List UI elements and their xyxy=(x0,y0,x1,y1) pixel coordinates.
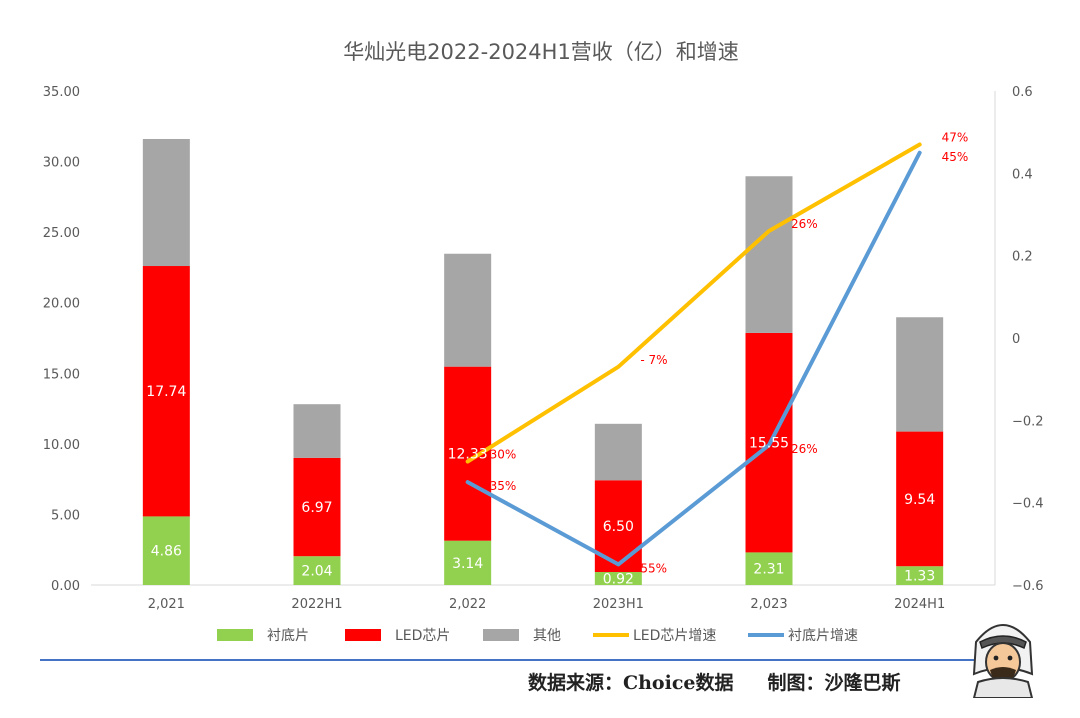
y-tick-label: 15.00 xyxy=(43,367,80,382)
bar-segment xyxy=(293,457,341,557)
x-tick-label: 2023H1 xyxy=(593,597,644,612)
bar-segment xyxy=(594,423,642,481)
bar-value-label: 6.97 xyxy=(301,500,332,516)
bar-segment xyxy=(142,266,190,517)
growth-rate-label: 47% xyxy=(942,131,969,145)
y2-tick-label: −0.2 xyxy=(1012,414,1044,429)
bar-segment xyxy=(293,404,341,458)
bar-value-label: 2.04 xyxy=(301,564,332,580)
legend: 衬底片 LED芯片 其他 LED芯片增速 衬底片增速 xyxy=(217,628,858,644)
bar-value-label: 9.54 xyxy=(904,492,935,508)
y-tick-label: 0.00 xyxy=(51,579,80,594)
bar-segment xyxy=(594,572,642,585)
bar-segment xyxy=(896,431,944,567)
bar-segment xyxy=(142,138,190,267)
growth-line xyxy=(465,150,922,567)
bar-segment xyxy=(444,540,492,585)
bar-value-label: 1.33 xyxy=(904,569,935,585)
mascot-avatar-icon xyxy=(972,624,1034,698)
bar-segment xyxy=(896,566,944,585)
bar-segment xyxy=(142,516,190,585)
growth-rate-label: 35% xyxy=(490,479,517,493)
footer: 数据来源：Choice数据 制图：沙隆巴斯 xyxy=(528,668,935,695)
y-tick-label: 25.00 xyxy=(43,226,80,241)
legend-label: 衬底片增速 xyxy=(788,628,858,644)
x-tick-label: 2,023 xyxy=(750,597,787,612)
data-labels: 4.86 17.74 2.04 6.97 3.14 12.33 0.92 6.50 2.31 15… xyxy=(146,131,968,588)
growth-rate-label: 30% xyxy=(490,448,517,462)
y2-tick-label: 0.6 xyxy=(1012,85,1033,100)
y2-tick-label: 0.2 xyxy=(1012,250,1033,265)
y-axis-left: 0.00 5.00 10.00 15.00 20.00 25.00 30.00 35.00 xyxy=(43,85,80,594)
y-tick-label: 30.00 xyxy=(43,156,80,171)
bars xyxy=(142,138,944,585)
legend-label: LED芯片 xyxy=(395,628,450,644)
source-text: 数据来源：Choice数据 xyxy=(528,672,734,694)
bar-value-label: 15.55 xyxy=(749,436,789,452)
bar-segment xyxy=(745,552,793,585)
legend-swatch xyxy=(345,629,381,641)
growth-rate-label: 45% xyxy=(942,150,969,164)
bar-value-label: 12.33 xyxy=(448,447,488,463)
x-tick-label: 2,021 xyxy=(148,597,185,612)
growth-line xyxy=(465,142,922,464)
y-tick-label: 20.00 xyxy=(43,297,80,312)
y2-tick-label: 0 xyxy=(1012,332,1020,347)
chart-title: 华灿光电2022-2024H1营收（亿）和增速 xyxy=(343,40,739,64)
bar-value-label: 6.50 xyxy=(603,519,634,535)
growth-lines xyxy=(465,142,922,567)
legend-swatch xyxy=(483,629,519,641)
bar-segment xyxy=(444,253,492,367)
y2-tick-label: 0.4 xyxy=(1012,167,1033,182)
legend-label: LED芯片增速 xyxy=(633,628,716,644)
x-tick-label: 2022H1 xyxy=(291,597,342,612)
legend-label: 其他 xyxy=(533,628,561,644)
growth-rate-label: 55% xyxy=(640,561,667,575)
bar-value-label: 0.92 xyxy=(603,572,634,588)
x-tick-label: 2,022 xyxy=(449,597,486,612)
growth-rate-label: - 7% xyxy=(640,353,667,367)
y-tick-label: 35.00 xyxy=(43,85,80,100)
growth-rate-label: 26% xyxy=(791,442,818,456)
legend-label: 衬底片 xyxy=(267,628,309,644)
x-axis: 2,021 2022H1 2,022 2023H1 2,023 2024H1 xyxy=(148,597,946,612)
bar-value-label: 17.74 xyxy=(146,384,186,400)
y-axis-right: −0.6 −0.4 −0.2 0 0.2 0.4 0.6 xyxy=(1012,85,1044,594)
growth-rate-label: 26% xyxy=(791,217,818,231)
legend-swatch xyxy=(217,629,253,641)
bar-value-label: 3.14 xyxy=(452,556,483,572)
y2-tick-label: −0.6 xyxy=(1012,579,1044,594)
bar-segment xyxy=(896,317,944,432)
bar-value-label: 2.31 xyxy=(753,562,784,578)
author-text: 制图：沙隆巴斯 xyxy=(767,672,901,694)
y-tick-label: 5.00 xyxy=(51,508,80,523)
bar-value-label: 4.86 xyxy=(151,544,182,560)
x-tick-label: 2024H1 xyxy=(894,597,945,612)
y-tick-label: 10.00 xyxy=(43,438,80,453)
y2-tick-label: −0.4 xyxy=(1012,497,1044,512)
bar-segment xyxy=(745,176,793,333)
bar-segment xyxy=(293,556,341,585)
